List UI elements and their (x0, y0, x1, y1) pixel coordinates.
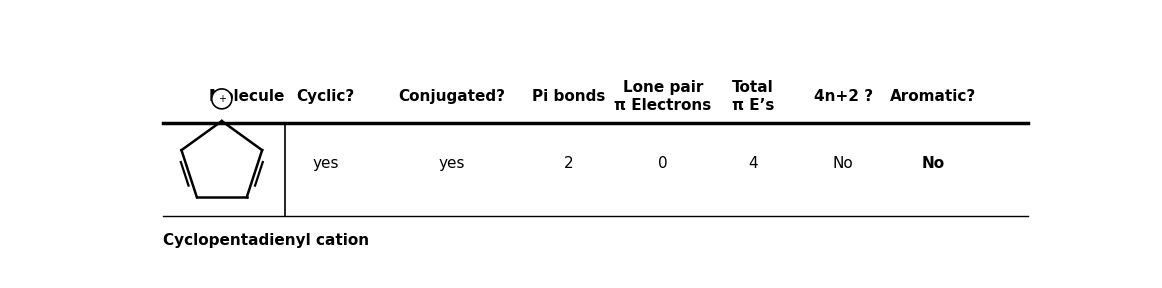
Text: 2: 2 (564, 156, 573, 171)
Text: Molecule: Molecule (208, 89, 285, 104)
Text: Cyclopentadienyl cation: Cyclopentadienyl cation (163, 233, 370, 248)
Text: Pi bonds: Pi bonds (532, 89, 605, 104)
Text: 4n+2 ?: 4n+2 ? (813, 89, 873, 104)
Text: yes: yes (438, 156, 465, 171)
Text: Cyclic?: Cyclic? (296, 89, 354, 104)
Text: yes: yes (313, 156, 338, 171)
Text: Conjugated?: Conjugated? (397, 89, 505, 104)
Text: +: + (217, 94, 225, 104)
Text: 0: 0 (658, 156, 668, 171)
Text: Lone pair
π Electrons: Lone pair π Electrons (615, 80, 711, 113)
Text: No: No (921, 156, 945, 171)
Text: Total
π E’s: Total π E’s (732, 80, 774, 113)
Text: Aromatic?: Aromatic? (890, 89, 976, 104)
Text: 4: 4 (748, 156, 758, 171)
Ellipse shape (211, 89, 232, 109)
Text: No: No (833, 156, 854, 171)
